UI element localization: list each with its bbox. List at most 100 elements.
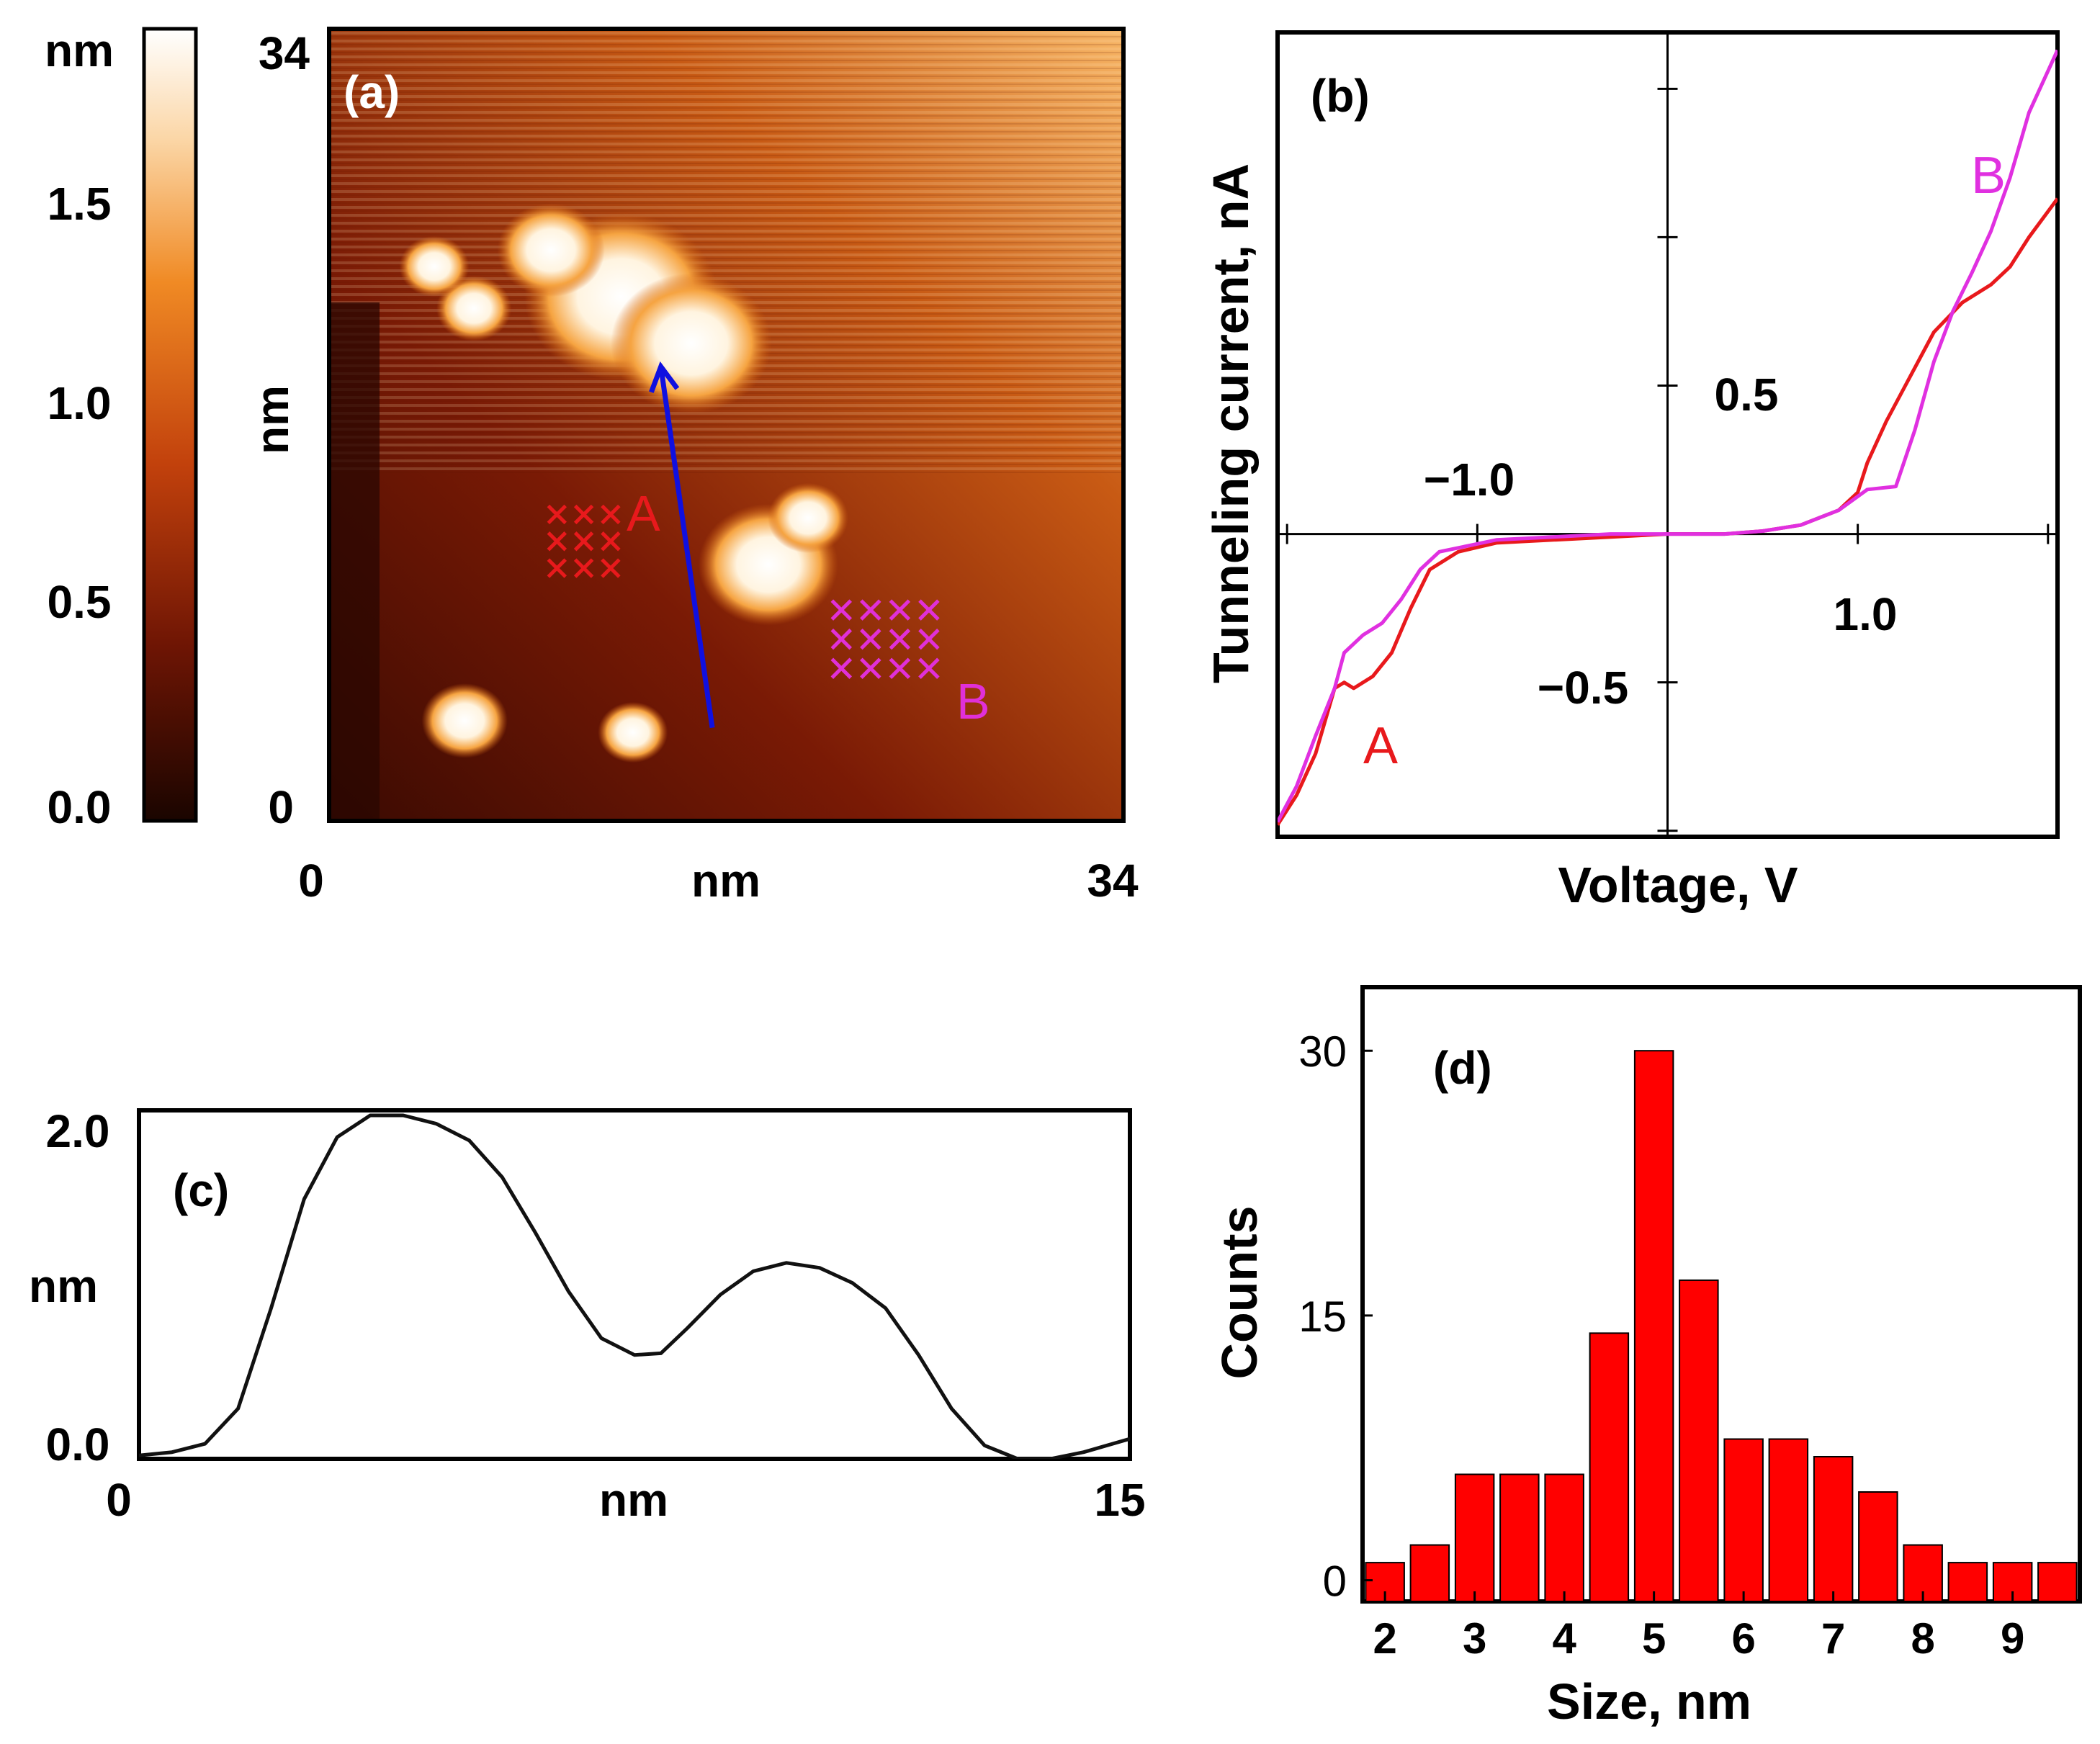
x-tick-label-d: 2 <box>1373 1614 1396 1663</box>
histogram-bar <box>1768 1438 1809 1602</box>
x-tick-left-a: 0 <box>298 855 324 907</box>
histogram-bar <box>2037 1562 2078 1603</box>
particle <box>768 482 849 554</box>
colorbar-unit: nm <box>45 24 114 76</box>
histogram-bar <box>1679 1279 1719 1603</box>
histogram-bar <box>1858 1491 1898 1602</box>
colorbar-tick: 0.0 <box>48 781 112 833</box>
histogram-bar <box>1544 1473 1584 1602</box>
histogram-bar <box>1947 1562 1988 1603</box>
particle <box>497 203 605 297</box>
marker-cross <box>830 599 853 621</box>
colorbar: nm 1.5 1.0 0.5 0.0 <box>45 24 198 833</box>
stm-particles <box>399 203 849 763</box>
marker-cross <box>918 599 940 621</box>
y-axis-label-c: nm <box>29 1260 98 1312</box>
x-axis-label-d: Size, nm <box>1547 1673 1751 1730</box>
y-tick-label-b: −0.5 <box>1538 662 1628 714</box>
panel-label-c: (c) <box>173 1164 229 1216</box>
marker-cross <box>860 599 881 621</box>
x-tick-right-a: 34 <box>1087 855 1139 907</box>
x-tick-label-d: 8 <box>1911 1614 1934 1663</box>
marker-cross <box>860 628 881 650</box>
marker-cross <box>889 628 911 650</box>
profile-line-arrowhead <box>649 361 680 393</box>
histogram-bar <box>1813 1456 1854 1602</box>
marker-cross <box>573 558 594 578</box>
panel-label-b: (b) <box>1311 70 1370 122</box>
panel-d: 2 3 4 5 6 7 8 9 0 15 30 (d) Size, nm Counts <box>1211 985 2082 1730</box>
y-tick-label-d: 15 <box>1298 1293 1347 1341</box>
panel-c: (c) 2.0 0.0 nm 0 15 nm <box>29 1105 1146 1526</box>
x-tick-label-c: 15 <box>1094 1474 1145 1526</box>
x-tick-label-d: 9 <box>2001 1614 2024 1663</box>
histogram-bar <box>1454 1473 1495 1602</box>
marker-cross <box>860 657 881 679</box>
x-axis-label-c: nm <box>599 1474 668 1526</box>
height-profile <box>139 1113 1130 1459</box>
histogram-bar <box>1499 1473 1540 1602</box>
y-tick-bottom-a: 0 <box>268 781 294 833</box>
particle <box>436 275 512 341</box>
stm-dark-edge <box>329 302 380 821</box>
x-axis-label-a: nm <box>691 855 760 907</box>
iv-curves <box>1278 49 2058 826</box>
particle <box>610 273 772 414</box>
stm-image-frame <box>327 27 1126 823</box>
marker-cross <box>889 599 911 621</box>
histogram-bar <box>1409 1544 1450 1603</box>
panel-a: nm 1.5 1.0 0.5 0.0 A B (a) 34 0 nm 0 34 … <box>45 24 1139 907</box>
y-tick-label-d: 0 <box>1323 1558 1347 1606</box>
marker-cross <box>547 558 567 578</box>
marker-cross <box>547 531 567 552</box>
x-tick-label-b: 1.0 <box>1834 588 1898 640</box>
x-tick-label-d: 4 <box>1552 1614 1576 1663</box>
y-tick-label-b: 0.5 <box>1715 369 1779 421</box>
series-line-b <box>1278 49 2058 823</box>
x-tick-label-d: 6 <box>1731 1614 1755 1663</box>
marker-label-b: B <box>956 673 990 729</box>
marker-cross <box>573 531 594 552</box>
axis-ticks-d: 2 3 4 5 6 7 8 9 0 15 30 <box>1298 1028 2024 1663</box>
histogram-bar <box>1633 1050 1674 1602</box>
colorbar-gradient <box>142 27 198 823</box>
panel-label-d: (d) <box>1433 1042 1492 1094</box>
histogram-bar <box>1723 1438 1764 1602</box>
x-axis-label-b: Voltage, V <box>1558 857 1798 913</box>
y-tick-label-c: 2.0 <box>46 1105 110 1157</box>
plot-frame-c <box>137 1108 1132 1461</box>
histogram-bar <box>1589 1332 1630 1603</box>
y-tick-label-c: 0.0 <box>46 1419 110 1470</box>
marker-cross <box>547 504 567 525</box>
marker-cross <box>918 657 940 679</box>
particle <box>421 683 508 758</box>
marker-cross <box>601 558 621 578</box>
panel-label-a: (a) <box>344 66 400 118</box>
x-tick-label-c: 0 <box>106 1474 132 1526</box>
y-tick-top-a: 34 <box>259 27 310 79</box>
colorbar-tick: 1.0 <box>48 377 112 429</box>
panel-b: (b) −1.0 1.0 0.5 −0.5 A B Voltage, V Tun… <box>1203 30 2060 913</box>
profile-line <box>649 361 715 729</box>
marker-cross <box>601 531 621 552</box>
profile-line-shaft <box>658 366 715 729</box>
particle <box>399 235 470 297</box>
y-tick-label-d: 30 <box>1298 1028 1347 1076</box>
x-tick-label-b: −1.0 <box>1424 454 1515 505</box>
marker-label-a: A <box>627 485 660 541</box>
x-tick-label-d: 3 <box>1463 1614 1486 1663</box>
marker-cross <box>573 504 594 525</box>
marker-cross <box>918 628 940 650</box>
series-label-b: B <box>1971 147 2006 204</box>
markers-group-b <box>830 599 940 679</box>
stm-image <box>329 29 1123 821</box>
y-axis-label-b: Tunneling current, nA <box>1203 163 1259 683</box>
y-axis-label-d: Counts <box>1211 1205 1267 1379</box>
series-label-a: A <box>1363 717 1398 775</box>
colorbar-tick: 0.5 <box>48 576 112 628</box>
profile-curve <box>139 1113 1130 1459</box>
colorbar-tick: 1.5 <box>48 178 112 230</box>
x-tick-label-d: 5 <box>1642 1614 1666 1663</box>
marker-cross <box>830 657 853 679</box>
